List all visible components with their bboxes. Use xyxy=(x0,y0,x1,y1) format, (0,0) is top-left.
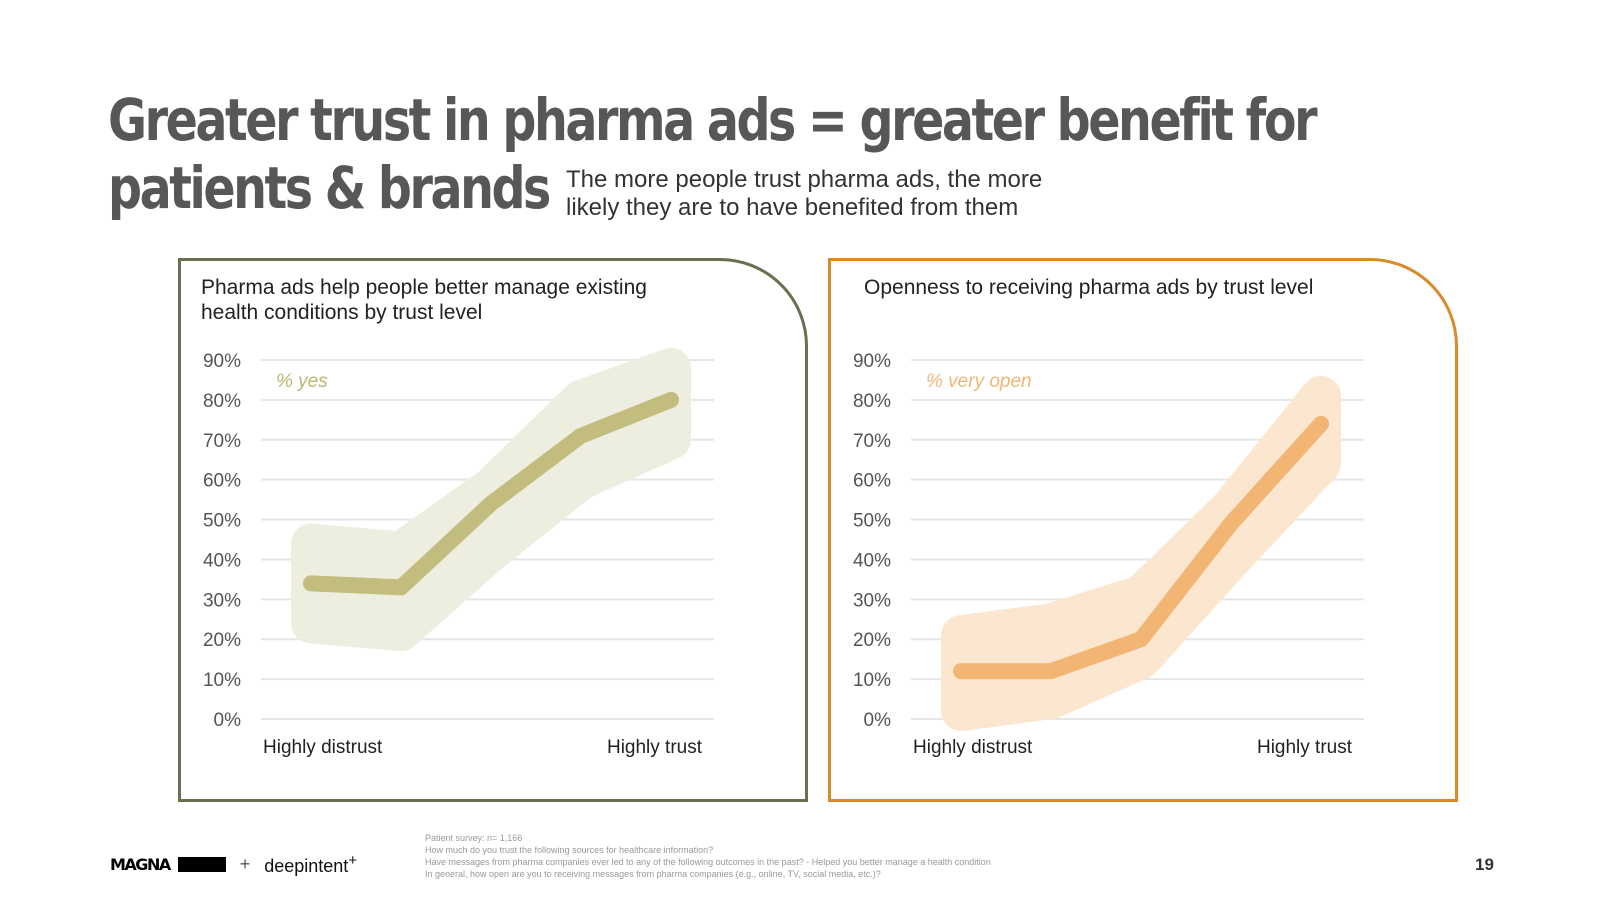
y-tick-label: 30% xyxy=(853,590,891,611)
x-tick-label: Highly distrust xyxy=(263,737,383,758)
x-tick-label: Highly trust xyxy=(1257,737,1353,758)
footnote-line: Have messages from pharma companies ever… xyxy=(425,857,991,867)
series-label: % very open xyxy=(926,371,1032,392)
confidence-band xyxy=(941,375,1341,732)
y-tick-label: 0% xyxy=(214,710,242,731)
y-tick-label: 0% xyxy=(864,710,892,731)
y-tick-label: 70% xyxy=(853,431,891,452)
page-title-line-1: Greater trust in pharma ads = greater be… xyxy=(108,86,1318,154)
y-tick-label: 80% xyxy=(203,391,241,412)
data-point xyxy=(400,586,402,589)
chart-manage-conditions: 0% 10% 20% 30% 40% 50% 60% 70% 80% 90% % yes Highly… xyxy=(203,347,714,758)
data-point xyxy=(1320,422,1322,425)
y-tick-label: 90% xyxy=(203,351,241,372)
chart-panel-manage-conditions: Pharma ads help people better manage exi… xyxy=(178,258,808,802)
y-tick-label: 40% xyxy=(203,550,241,571)
data-point xyxy=(1050,670,1052,673)
y-tick-label: 20% xyxy=(203,630,241,651)
data-point xyxy=(580,434,582,437)
y-tick-label: 30% xyxy=(203,590,241,611)
magna-logo: MAGNA xyxy=(110,855,171,874)
data-point xyxy=(1140,638,1142,641)
y-tick-label: 70% xyxy=(203,431,241,452)
y-tick-label: 60% xyxy=(853,471,891,492)
footnote-line: How much do you trust the following sour… xyxy=(425,845,714,855)
plus-sign: + xyxy=(239,854,251,874)
data-point xyxy=(1230,522,1232,525)
y-tick-label: 90% xyxy=(853,351,891,372)
page-title-line-2: patients & brands xyxy=(108,154,551,222)
data-point xyxy=(670,398,672,401)
page-subtitle: The more people trust pharma ads, the mo… xyxy=(566,166,1043,221)
chart-title: Pharma ads help people better manage exi… xyxy=(201,276,647,324)
page-number: 19 xyxy=(1475,855,1494,874)
footnote-line: In general, how open are you to receivin… xyxy=(425,869,881,879)
y-tick-label: 10% xyxy=(203,670,241,691)
y-tick-label: 40% xyxy=(853,550,891,571)
deepintent-logo: deepintent+ xyxy=(264,852,357,877)
partner-logo xyxy=(177,857,226,872)
footnotes: Patient survey: n= 1,166 How much do you… xyxy=(425,832,991,880)
page-title: Greater trust in pharma ads = greater be… xyxy=(108,86,1318,222)
y-tick-label: 80% xyxy=(853,391,891,412)
data-point xyxy=(490,502,492,505)
y-tick-label: 10% xyxy=(853,670,891,691)
footer-logos: MAGNA + deepintent+ xyxy=(110,852,357,877)
deepintent-wordmark: deepintent xyxy=(264,856,349,876)
chart-title: Openness to receiving pharma ads by trus… xyxy=(864,276,1314,299)
y-tick-label: 60% xyxy=(203,471,241,492)
data-point xyxy=(960,670,962,673)
y-tick-label: 50% xyxy=(853,511,891,532)
chart-openness: 0% 10% 20% 30% 40% 50% 60% 70% 80% 90% % very open… xyxy=(853,351,1364,758)
footnote-line: Patient survey: n= 1,166 xyxy=(425,833,523,843)
data-point xyxy=(310,582,312,585)
deepintent-mark: + xyxy=(348,852,358,869)
series-label: % yes xyxy=(276,371,328,392)
chart-panel-openness: Openness to receiving pharma ads by trus… xyxy=(828,258,1458,802)
y-tick-label: 20% xyxy=(853,630,891,651)
y-tick-label: 50% xyxy=(203,511,241,532)
x-tick-label: Highly trust xyxy=(607,737,703,758)
x-tick-label: Highly distrust xyxy=(913,737,1033,758)
